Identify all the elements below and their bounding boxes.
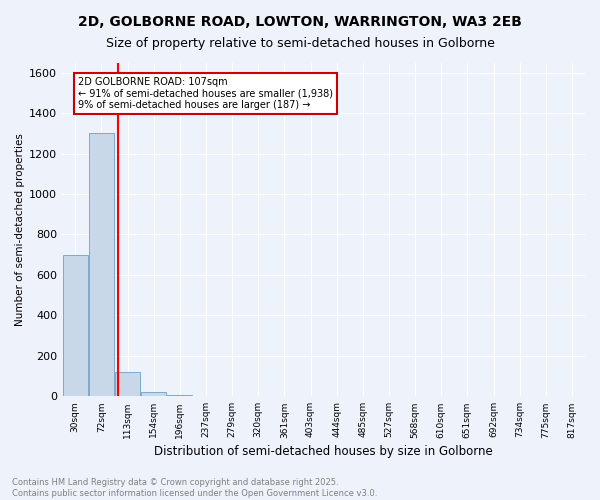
Bar	[89, 134, 114, 396]
Bar	[63, 254, 88, 396]
Bar	[141, 392, 166, 396]
Text: Contains HM Land Registry data © Crown copyright and database right 2025.
Contai: Contains HM Land Registry data © Crown c…	[12, 478, 377, 498]
Text: Size of property relative to semi-detached houses in Golborne: Size of property relative to semi-detach…	[106, 38, 494, 51]
Bar	[115, 372, 140, 396]
Y-axis label: Number of semi-detached properties: Number of semi-detached properties	[15, 133, 25, 326]
X-axis label: Distribution of semi-detached houses by size in Golborne: Distribution of semi-detached houses by …	[154, 444, 493, 458]
Text: 2D GOLBORNE ROAD: 107sqm
← 91% of semi-detached houses are smaller (1,938)
9% of: 2D GOLBORNE ROAD: 107sqm ← 91% of semi-d…	[78, 76, 333, 110]
Text: 2D, GOLBORNE ROAD, LOWTON, WARRINGTON, WA3 2EB: 2D, GOLBORNE ROAD, LOWTON, WARRINGTON, W…	[78, 15, 522, 29]
